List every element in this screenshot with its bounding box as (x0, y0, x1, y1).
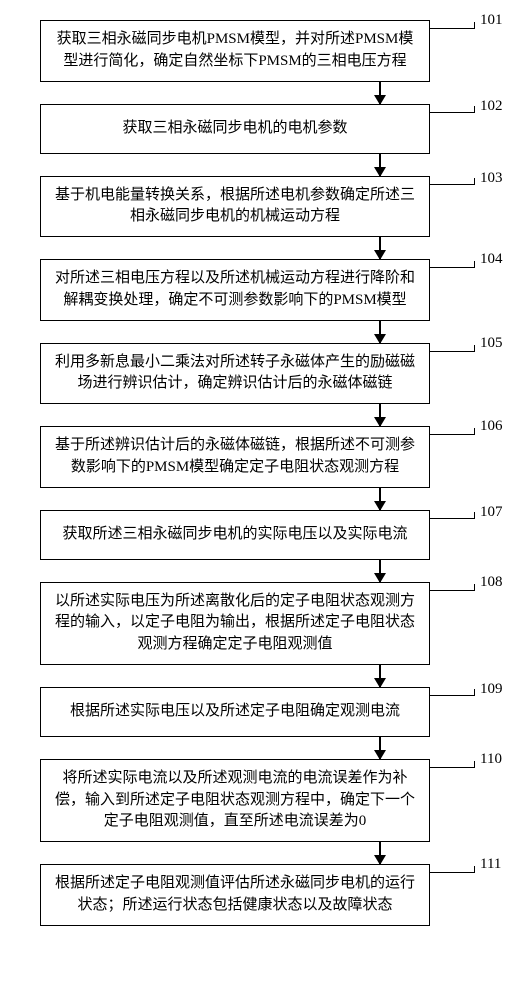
leader-hook (474, 761, 475, 768)
arrow-105 (379, 404, 381, 426)
step-box-111: 根据所述定子电阻观测值评估所述永磁同步电机的运行状态；所述运行状态包括健康状态以… (40, 864, 430, 926)
leader-line (430, 518, 474, 519)
step-container-111: 根据所述定子电阻观测值评估所述永磁同步电机的运行状态；所述运行状态包括健康状态以… (0, 864, 524, 926)
leader-hook (474, 584, 475, 591)
step-container-101: 获取三相永磁同步电机PMSM模型，并对所述PMSM模型进行简化，确定自然坐标下P… (0, 20, 524, 82)
step-box-104: 对所述三相电压方程以及所述机械运动方程进行降阶和解耦变换处理，确定不可测参数影响… (40, 259, 430, 321)
step-box-102: 获取三相永磁同步电机的电机参数 (40, 104, 430, 154)
step-container-106: 基于所述辨识估计后的永磁体磁链，根据所述不可测参数影响下的PMSM模型确定定子电… (0, 426, 524, 488)
step-label-105: 105 (480, 335, 503, 352)
step-label-111: 111 (480, 856, 501, 873)
step-box-103: 基于机电能量转换关系，根据所述电机参数确定所述三相永磁同步电机的机械运动方程 (40, 176, 430, 238)
arrow-109 (379, 737, 381, 759)
leader-hook (474, 428, 475, 435)
step-box-109: 根据所述实际电压以及所述定子电阻确定观测电流 (40, 687, 430, 737)
step-box-101: 获取三相永磁同步电机PMSM模型，并对所述PMSM模型进行简化，确定自然坐标下P… (40, 20, 430, 82)
leader-hook (474, 22, 475, 29)
step-label-109: 109 (480, 681, 503, 698)
step-label-101: 101 (480, 12, 503, 29)
leader-line (430, 112, 474, 113)
leader-hook (474, 106, 475, 113)
arrow-108 (379, 665, 381, 687)
leader-hook (474, 512, 475, 519)
leader-hook (474, 261, 475, 268)
leader-line (430, 590, 474, 591)
leader-hook (474, 178, 475, 185)
leader-hook (474, 866, 475, 873)
step-box-107: 获取所述三相永磁同步电机的实际电压以及实际电流 (40, 510, 430, 560)
arrow-102 (379, 154, 381, 176)
arrow-106 (379, 488, 381, 510)
step-box-110: 将所述实际电流以及所述观测电流的电流误差作为补偿，输入到所述定子电阻状态观测方程… (40, 759, 430, 842)
leader-line (430, 434, 474, 435)
step-label-104: 104 (480, 251, 503, 268)
leader-line (430, 267, 474, 268)
step-container-107: 获取所述三相永磁同步电机的实际电压以及实际电流107 (0, 510, 524, 560)
step-container-103: 基于机电能量转换关系，根据所述电机参数确定所述三相永磁同步电机的机械运动方程10… (0, 176, 524, 238)
leader-hook (474, 345, 475, 352)
step-container-102: 获取三相永磁同步电机的电机参数102 (0, 104, 524, 154)
step-label-108: 108 (480, 574, 503, 591)
step-container-108: 以所述实际电压为所述离散化后的定子电阻状态观测方程的输入，以定子电阻为输出，根据… (0, 582, 524, 665)
arrow-104 (379, 321, 381, 343)
step-container-104: 对所述三相电压方程以及所述机械运动方程进行降阶和解耦变换处理，确定不可测参数影响… (0, 259, 524, 321)
step-label-107: 107 (480, 504, 503, 521)
step-container-109: 根据所述实际电压以及所述定子电阻确定观测电流109 (0, 687, 524, 737)
arrow-101 (379, 82, 381, 104)
arrow-107 (379, 560, 381, 582)
step-box-108: 以所述实际电压为所述离散化后的定子电阻状态观测方程的输入，以定子电阻为输出，根据… (40, 582, 430, 665)
leader-line (430, 767, 474, 768)
step-container-105: 利用多新息最小二乘法对所述转子永磁体产生的励磁磁场进行辨识估计，确定辨识估计后的… (0, 343, 524, 405)
step-box-105: 利用多新息最小二乘法对所述转子永磁体产生的励磁磁场进行辨识估计，确定辨识估计后的… (40, 343, 430, 405)
leader-hook (474, 689, 475, 696)
leader-line (430, 351, 474, 352)
arrow-103 (379, 237, 381, 259)
leader-line (430, 872, 474, 873)
step-label-102: 102 (480, 98, 503, 115)
arrow-110 (379, 842, 381, 864)
leader-line (430, 695, 474, 696)
step-label-103: 103 (480, 170, 503, 187)
step-container-110: 将所述实际电流以及所述观测电流的电流误差作为补偿，输入到所述定子电阻状态观测方程… (0, 759, 524, 842)
step-label-110: 110 (480, 751, 502, 768)
step-label-106: 106 (480, 418, 503, 435)
leader-line (430, 28, 474, 29)
flowchart-container: 获取三相永磁同步电机PMSM模型，并对所述PMSM模型进行简化，确定自然坐标下P… (0, 20, 524, 926)
leader-line (430, 184, 474, 185)
step-box-106: 基于所述辨识估计后的永磁体磁链，根据所述不可测参数影响下的PMSM模型确定定子电… (40, 426, 430, 488)
